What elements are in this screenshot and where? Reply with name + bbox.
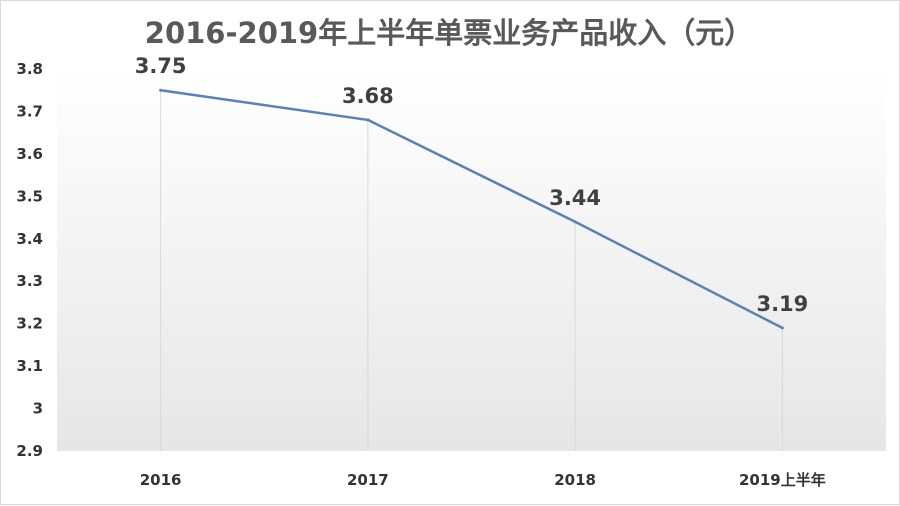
y-tick-label: 2.9	[16, 442, 43, 460]
data-point	[159, 88, 163, 92]
series-group	[159, 88, 784, 330]
x-tick-label: 2018	[554, 471, 596, 489]
y-tick-label: 3.3	[16, 272, 43, 290]
y-tick-label: 3	[33, 400, 43, 418]
data-label: 3.19	[756, 292, 808, 316]
x-tick-label: 2016	[140, 471, 182, 489]
data-label: 3.68	[342, 84, 394, 108]
x-tick-label: 2019上半年	[739, 471, 826, 489]
y-tick-label: 3.4	[16, 230, 43, 248]
y-tick-label: 3.2	[16, 315, 43, 333]
plot-area	[57, 69, 886, 451]
data-point	[366, 118, 370, 122]
x-axis: 2016 2017 2018 2019上半年	[140, 471, 826, 489]
data-point	[573, 220, 577, 224]
y-tick-label: 3.7	[16, 102, 43, 120]
data-labels: 3.75 3.68 3.44 3.19	[135, 54, 809, 316]
series-line	[160, 88, 783, 330]
y-axis: 2.9 3 3.1 3.2 3.3 3.4 3.5 3.6 3.7 3.8	[16, 60, 43, 460]
y-tick-label: 3.1	[16, 357, 43, 375]
drop-lines	[160, 90, 783, 451]
y-tick-label: 3.6	[16, 145, 43, 163]
chart-title: 2016-2019年上半年单票业务产品收入（元）	[145, 16, 753, 50]
data-label: 3.44	[549, 186, 601, 210]
data-label: 3.75	[135, 54, 187, 78]
y-tick-label: 3.5	[16, 187, 43, 205]
y-tick-label: 3.8	[16, 60, 43, 78]
x-tick-label: 2017	[347, 471, 389, 489]
data-point	[780, 326, 784, 330]
